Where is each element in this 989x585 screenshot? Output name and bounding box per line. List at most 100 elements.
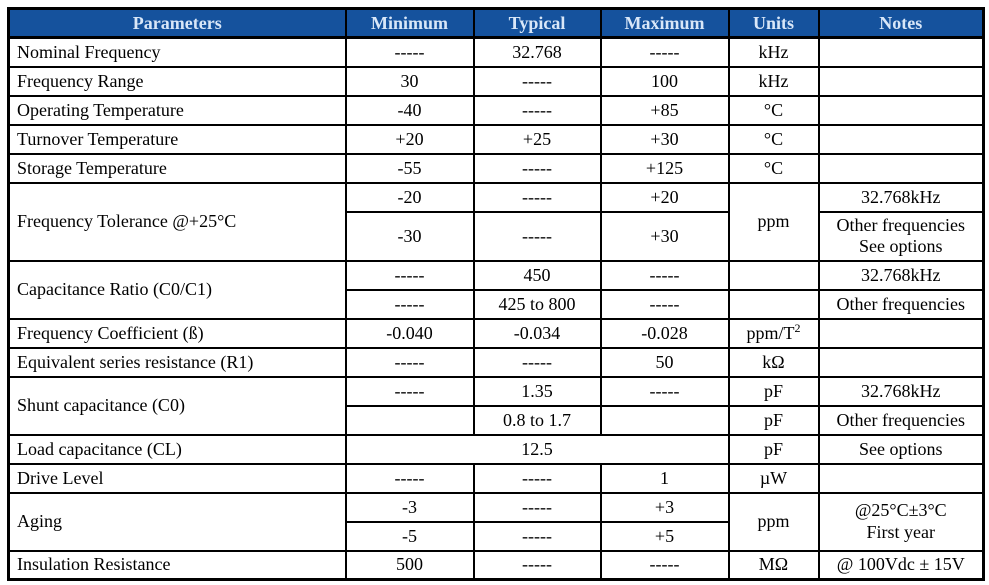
min-cell: ----- bbox=[344, 462, 475, 494]
units-cell: kHz bbox=[727, 65, 820, 97]
row-capacitance-ratio-2: ----- 425 to 800 ----- Other frequencies bbox=[9, 288, 985, 320]
min-cell: ----- bbox=[344, 259, 475, 291]
typ-cell: +25 bbox=[472, 123, 602, 155]
value-cell: 12.5 bbox=[344, 433, 730, 465]
min-cell: -30 bbox=[344, 210, 475, 262]
notes-cell bbox=[817, 317, 985, 349]
typ-cell: ----- bbox=[472, 181, 602, 213]
max-cell: +3 bbox=[599, 491, 730, 523]
notes-cell: Other frequencies bbox=[817, 404, 985, 436]
typ-cell: 425 to 800 bbox=[472, 288, 602, 320]
units-cell bbox=[727, 288, 820, 320]
max-cell: +85 bbox=[599, 94, 730, 126]
row-nominal-frequency: Nominal Frequency ----- 32.768 ----- kHz bbox=[7, 36, 985, 68]
units-cell: µW bbox=[727, 462, 820, 494]
max-cell: +30 bbox=[599, 123, 730, 155]
notes-cell: 32.768kHz bbox=[817, 259, 985, 291]
notes-cell: @ 100Vdc ± 15V bbox=[817, 549, 985, 581]
row-load-capacitance: Load capacitance (CL) 12.5 pF See option… bbox=[7, 433, 985, 465]
notes-cell bbox=[817, 36, 985, 68]
typ-cell: ----- bbox=[472, 549, 602, 581]
units-cell: pF bbox=[727, 433, 820, 465]
typ-cell: ----- bbox=[472, 520, 602, 552]
typ-cell: -0.034 bbox=[472, 317, 602, 349]
row-turnover-temperature: Turnover Temperature +20 +25 +30 °C bbox=[7, 123, 985, 155]
row-storage-temperature: Storage Temperature -55 ----- +125 °C bbox=[7, 152, 985, 184]
row-insulation-resistance: Insulation Resistance 500 ----- ----- MΩ… bbox=[7, 549, 985, 581]
param-cell: Frequency Range bbox=[7, 65, 347, 97]
notes-cell bbox=[817, 123, 985, 155]
column-header-typical: Typical bbox=[472, 7, 602, 39]
typ-cell: ----- bbox=[472, 152, 602, 184]
max-cell: 1 bbox=[599, 462, 730, 494]
row-capacitance-ratio-1: Capacitance Ratio (C0/C1) ----- 450 ----… bbox=[7, 259, 985, 320]
notes-cell: See options bbox=[817, 433, 985, 465]
param-cell: Drive Level bbox=[7, 462, 347, 494]
units-superscript: 2 bbox=[794, 320, 801, 335]
column-header-notes: Notes bbox=[817, 7, 985, 39]
units-text: ppm/T bbox=[746, 322, 795, 343]
units-cell: °C bbox=[727, 94, 820, 126]
column-header-minimum: Minimum bbox=[344, 7, 475, 39]
typ-cell: 450 bbox=[472, 259, 602, 291]
typ-cell: ----- bbox=[472, 210, 602, 262]
min-cell: ----- bbox=[344, 288, 475, 320]
param-cell: Operating Temperature bbox=[7, 94, 347, 126]
row-shunt-capacitance-2: 0.8 to 1.7 pF Other frequencies bbox=[9, 404, 985, 436]
min-cell: 500 bbox=[344, 549, 475, 581]
column-header-parameters: Parameters bbox=[7, 7, 347, 39]
typ-cell: 32.768 bbox=[472, 36, 602, 68]
min-cell: -5 bbox=[344, 520, 475, 552]
notes-cell: Other frequencies See options bbox=[817, 210, 985, 262]
spec-table: Parameters Minimum Typical Maximum Units… bbox=[7, 7, 985, 581]
param-cell: Turnover Temperature bbox=[7, 123, 347, 155]
min-cell: -55 bbox=[344, 152, 475, 184]
typ-cell: ----- bbox=[472, 346, 602, 378]
max-cell: ----- bbox=[599, 259, 730, 291]
row-drive-level: Drive Level ----- ----- 1 µW bbox=[7, 462, 985, 494]
units-cell: ppm bbox=[727, 491, 820, 552]
min-cell: ----- bbox=[344, 346, 475, 378]
param-cell: Load capacitance (CL) bbox=[7, 433, 347, 465]
row-aging-1: Aging -3 ----- +3 ppm @25°C±3°C First ye… bbox=[7, 491, 985, 552]
min-cell: ----- bbox=[344, 36, 475, 68]
column-header-units: Units bbox=[727, 7, 820, 39]
row-frequency-tolerance-1: Frequency Tolerance @+25°C -20 ----- +20… bbox=[7, 181, 985, 262]
units-cell: °C bbox=[727, 123, 820, 155]
units-cell: °C bbox=[727, 152, 820, 184]
max-cell: +5 bbox=[599, 520, 730, 552]
max-cell: +30 bbox=[599, 210, 730, 262]
units-cell: pF bbox=[727, 375, 820, 407]
min-cell: ----- bbox=[344, 375, 475, 407]
min-cell: -40 bbox=[344, 94, 475, 126]
typ-cell: ----- bbox=[472, 94, 602, 126]
row-frequency-tolerance-2: -30 ----- +30 Other frequencies See opti… bbox=[9, 210, 985, 262]
units-cell: kHz bbox=[727, 36, 820, 68]
min-cell: +20 bbox=[344, 123, 475, 155]
max-cell: -0.028 bbox=[599, 317, 730, 349]
notes-cell bbox=[817, 462, 985, 494]
max-cell: ----- bbox=[599, 549, 730, 581]
units-cell: ppm bbox=[727, 181, 820, 262]
notes-cell bbox=[817, 65, 985, 97]
typ-cell: ----- bbox=[472, 462, 602, 494]
param-cell: Shunt capacitance (C0) bbox=[7, 375, 347, 436]
notes-cell: 32.768kHz bbox=[817, 181, 985, 213]
min-cell bbox=[344, 404, 475, 436]
max-cell: 100 bbox=[599, 65, 730, 97]
column-header-maximum: Maximum bbox=[599, 7, 730, 39]
units-cell: ppm/T2 bbox=[727, 317, 820, 349]
min-cell: -20 bbox=[344, 181, 475, 213]
max-cell: ----- bbox=[599, 288, 730, 320]
min-cell: 30 bbox=[344, 65, 475, 97]
param-cell: Frequency Tolerance @+25°C bbox=[7, 181, 347, 262]
param-cell: Nominal Frequency bbox=[7, 36, 347, 68]
typ-cell: 1.35 bbox=[472, 375, 602, 407]
row-esr: Equivalent series resistance (R1) ----- … bbox=[7, 346, 985, 378]
notes-cell: Other frequencies bbox=[817, 288, 985, 320]
row-frequency-coefficient: Frequency Coefficient (ß) -0.040 -0.034 … bbox=[7, 317, 985, 349]
units-cell bbox=[727, 259, 820, 291]
header-row: Parameters Minimum Typical Maximum Units… bbox=[7, 7, 985, 39]
param-cell: Frequency Coefficient (ß) bbox=[7, 317, 347, 349]
